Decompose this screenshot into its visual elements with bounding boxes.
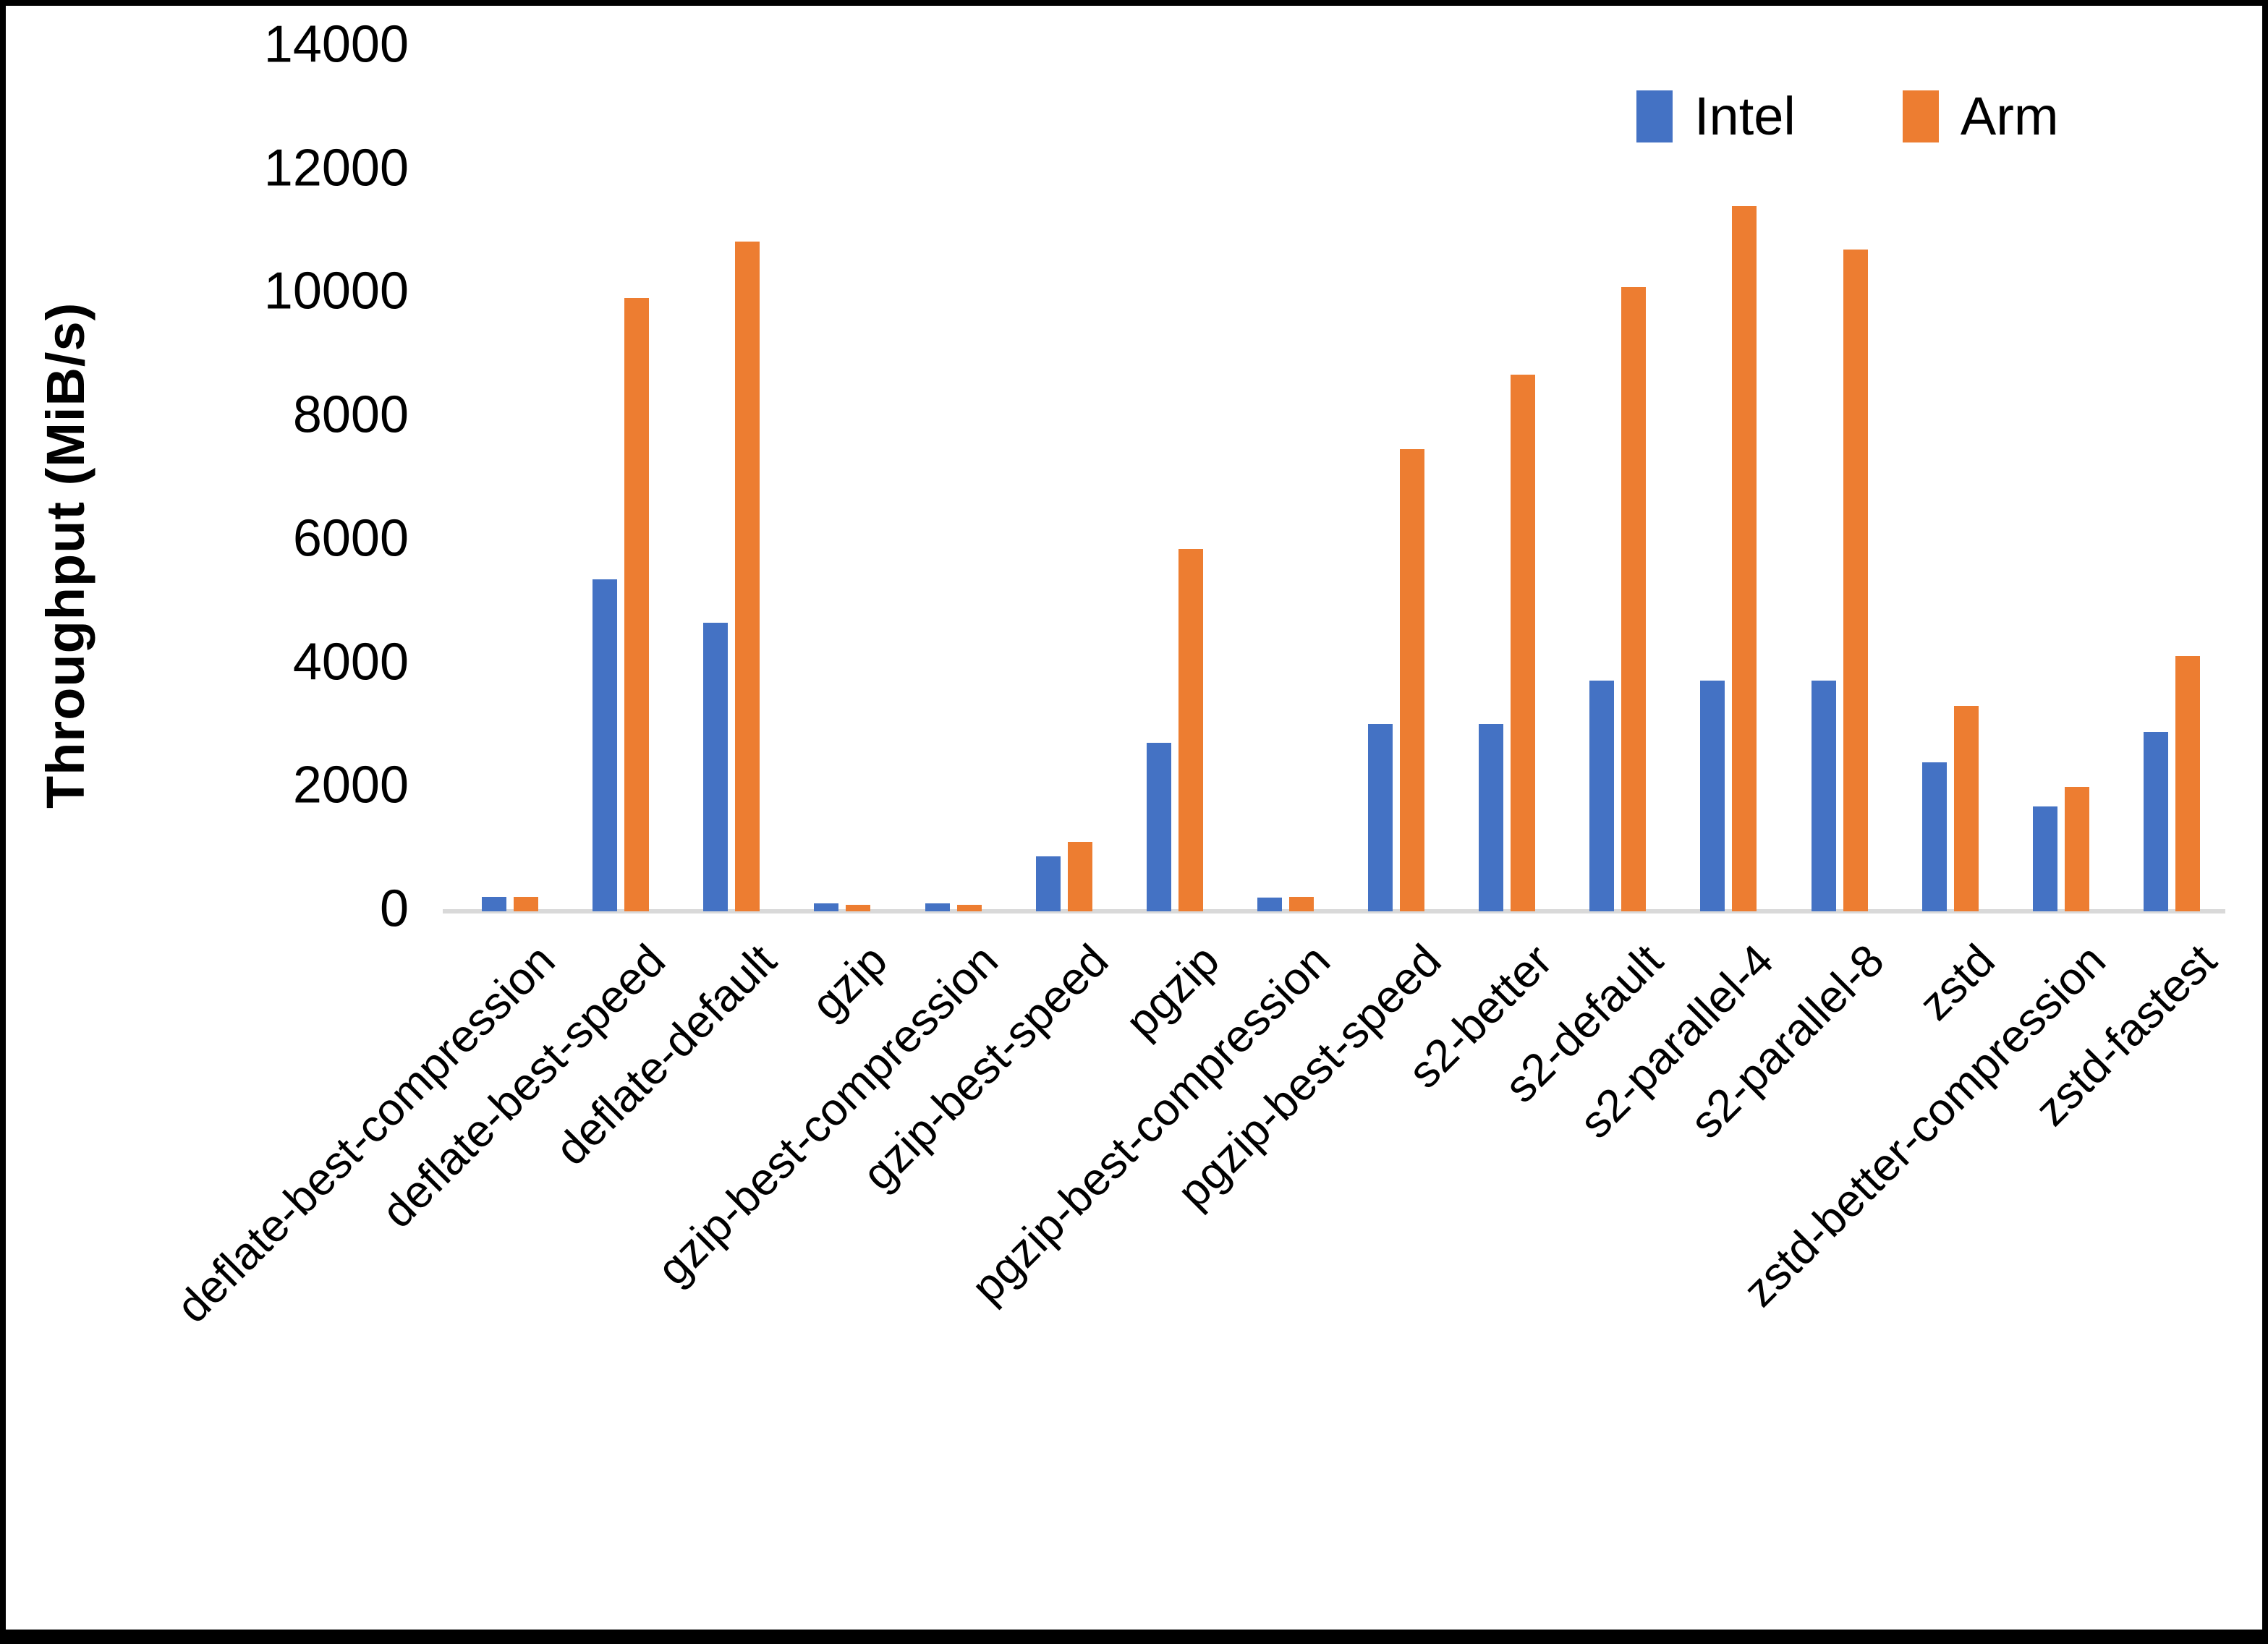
legend-label: Arm [1960,86,2059,146]
bar-arm-gzip [846,905,871,911]
bar-arm-pgzip-best-speed [1400,448,1425,911]
bar-intel-zstd-fastest [2143,731,2168,911]
bar-arm-pgzip [1178,548,1203,911]
bar-arm-gzip-best-compression [956,905,982,911]
bar-intel-zstd [1921,762,1947,911]
bar-intel-deflate-default [703,623,729,911]
x-tick-label-zstd: zstd [1909,934,2005,1030]
bar-arm-zstd [1953,705,1979,911]
y-tick-label: 8000 [292,386,409,444]
legend-marker-intel [1636,90,1673,142]
bar-intel-pgzip [1146,742,1171,911]
bar-arm-zstd-better-compression [2064,787,2089,911]
y-tick-label: 14000 [263,15,409,74]
bar-intel-pgzip-best-compression [1257,897,1282,911]
x-tick-label-gzip: gzip [802,934,897,1030]
bar-intel-deflate-best-speed [593,579,618,911]
y-tick-label: 0 [379,880,409,938]
bar-arm-s2-parallel-4 [1732,206,1757,911]
bar-intel-s2-parallel-8 [1811,680,1836,911]
legend-label: Intel [1694,86,1796,146]
bar-arm-s2-better [1511,375,1536,911]
bar-intel-s2-parallel-4 [1700,680,1725,911]
legend-item-intel: Intel [1636,85,1796,147]
bar-intel-s2-default [1589,680,1615,911]
bar-arm-zstd-fastest [2175,655,2200,911]
bar-intel-zstd-better-compression [2032,806,2057,911]
bar-arm-s2-parallel-8 [1843,249,1868,911]
legend-marker-arm [1902,90,1939,142]
legend: Intel Arm [1636,85,2059,147]
y-tick-label: 12000 [263,139,409,197]
bar-arm-gzip-best-speed [1067,842,1092,911]
frame-border-bottom [0,1630,2268,1644]
bar-arm-deflate-best-speed [624,298,650,911]
y-tick-label: 6000 [292,509,409,568]
bar-intel-s2-better [1479,724,1504,911]
bar-intel-gzip-best-compression [925,903,950,911]
legend-item-arm: Arm [1902,85,2059,147]
frame-border-top [0,0,2268,6]
y-tick-label: 4000 [292,633,409,691]
y-tick-label: 2000 [292,757,409,815]
bar-arm-pgzip-best-compression [1288,896,1314,911]
bar-arm-s2-default [1621,287,1647,911]
y-tick-label: 10000 [263,263,409,321]
bar-intel-pgzip-best-speed [1368,724,1393,911]
bar-intel-deflate-best-compression [482,896,507,911]
bar-intel-gzip-best-speed [1035,856,1061,911]
frame-border-right [2262,0,2268,1644]
x-axis-line [443,909,2225,913]
bar-intel-gzip [814,903,839,911]
bar-arm-deflate-best-compression [514,896,539,911]
frame-border-left [0,0,6,1644]
bar-arm-deflate-default [735,241,760,911]
